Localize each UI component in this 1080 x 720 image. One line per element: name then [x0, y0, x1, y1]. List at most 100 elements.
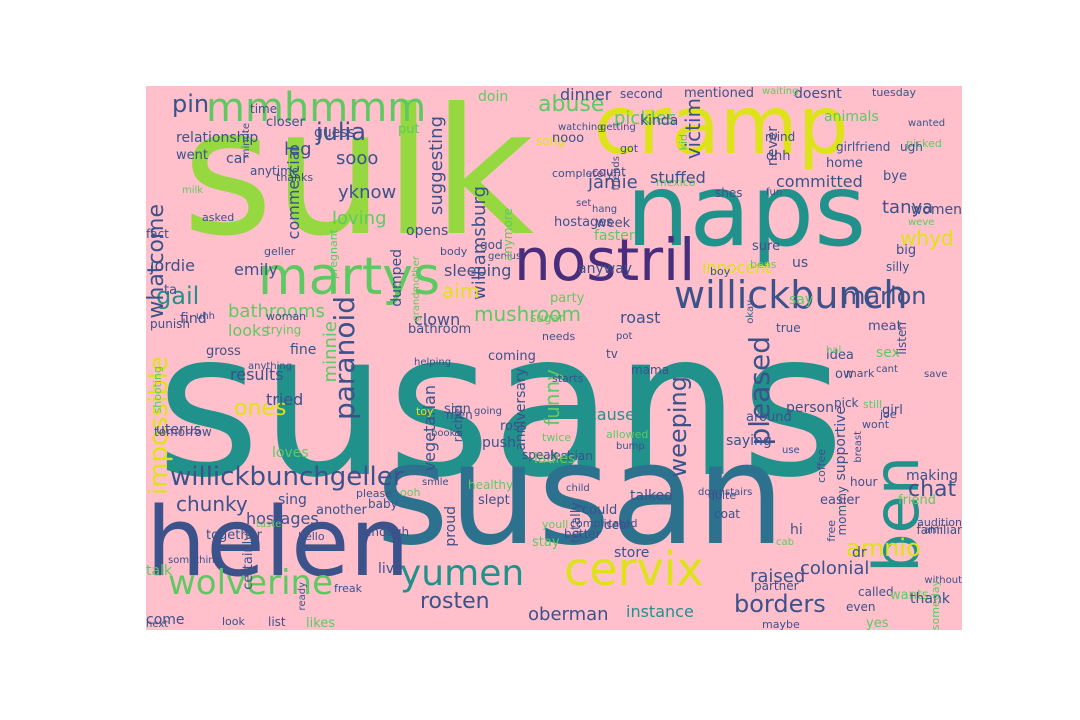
word-jamie: jamie [588, 172, 638, 193]
word-pleased: pleased [743, 336, 776, 446]
word-someday: someday [929, 579, 942, 630]
word-cloud: susans sulk susan helen naps cramp nostril mart… [146, 86, 962, 630]
word-making: making [906, 468, 958, 484]
word-weve: weve [908, 217, 935, 228]
word-come: come [146, 612, 185, 628]
word-ready: ready [297, 582, 308, 611]
word-downstairs: downstairs [698, 487, 753, 498]
word-idea: idea [826, 348, 854, 363]
word-guess: guess [314, 125, 355, 141]
word-dinner: dinner [560, 86, 612, 104]
word-watching: watching [558, 122, 604, 133]
word-woman: woman [266, 310, 307, 323]
word-ta: ta [164, 283, 178, 298]
word-find: find [180, 311, 207, 327]
word-party: party [550, 291, 585, 306]
word-thank: thank [910, 591, 950, 607]
word-susans: susans [156, 289, 845, 522]
word-cervix: cervix [564, 542, 704, 596]
word-maybe: maybe [762, 618, 800, 630]
word-geller: geller [264, 245, 296, 258]
word-cause: cause [588, 405, 635, 424]
word-friend: friend [898, 493, 937, 508]
word-punish: punish [150, 317, 191, 331]
word-mark: mark [846, 367, 875, 380]
word-healthy: healthy [468, 478, 514, 492]
word-please: please [356, 487, 393, 500]
word-went: went [176, 148, 208, 163]
word-jordie: jordie [150, 256, 195, 275]
word-person: person [786, 400, 834, 416]
word-hostages: hostages [246, 509, 319, 528]
word-loves: loves [272, 445, 309, 461]
word-whyd: whyd [900, 226, 954, 250]
word-oberman: oberman [528, 604, 609, 625]
word-set: set [576, 198, 592, 209]
word-bye: bye [883, 169, 907, 184]
word-bens: bens [750, 258, 777, 271]
word-week: week [596, 216, 631, 231]
word-girlfriend: girlfriend [836, 140, 891, 154]
word-stuffed: stuffed [650, 168, 706, 187]
word-car: car [226, 151, 249, 167]
word-sign: sign [444, 402, 471, 417]
word-never: never [765, 126, 781, 167]
word-saying: saying [726, 433, 772, 449]
word-dumped: dumped [389, 249, 405, 307]
word-joe: joe [880, 408, 897, 421]
word-hostages: hostages [554, 215, 614, 230]
word-pregnant: pregnant [327, 229, 340, 280]
word-completely: completely [552, 167, 613, 180]
word-gail: gail [156, 282, 200, 310]
word-called: called [858, 585, 894, 599]
word-tried: tried [266, 390, 304, 409]
word-say: say [789, 292, 814, 308]
word-sure: sure [752, 239, 781, 254]
word-mind: mind [765, 130, 796, 144]
word-doesnt: doesnt [794, 86, 842, 102]
word-thanks: thanks [276, 171, 314, 184]
word-pot: pot [616, 331, 633, 342]
word-bathrooms: bathrooms [228, 301, 325, 322]
word-list: list [268, 615, 286, 629]
word-helping: helping [414, 357, 452, 368]
word-around: around [746, 410, 792, 425]
word-faster: faster [594, 228, 635, 244]
word-going: going [474, 406, 502, 417]
word-hal: hal [826, 345, 842, 356]
word-coming: coming [488, 349, 536, 364]
word-susan: susan [376, 414, 786, 577]
word-got: got [620, 142, 639, 155]
word-sex: sex [876, 345, 900, 361]
word-men: men [446, 408, 473, 422]
word-waiting: waiting [762, 86, 799, 97]
word-sulk: sulk [182, 86, 535, 275]
word-talk: talk [146, 563, 173, 579]
word-animals: animals [824, 109, 879, 125]
word-toy: toy [416, 405, 434, 418]
word-weeping: weeping [664, 376, 692, 478]
word-wont: wont [862, 418, 890, 431]
word-shooting: shooting [151, 366, 164, 414]
word-anniversary: anniversary [513, 368, 529, 451]
word-save: save [924, 369, 948, 380]
word-girl: girl [882, 403, 903, 418]
word-loving: loving [332, 208, 387, 229]
word-proud: proud [443, 506, 459, 547]
word-anything: anything [248, 361, 293, 372]
word-pick: pick [834, 396, 859, 410]
word-kid: kid [677, 134, 690, 151]
word-breast: breast [853, 431, 864, 463]
word-picked: picked [906, 137, 942, 150]
word-us: us [792, 255, 809, 271]
word-martys: martys [258, 247, 441, 307]
word-marlon: marlon [842, 282, 927, 310]
word-talked: talked [630, 488, 674, 504]
word-helen: helen [146, 488, 410, 598]
word-could: could [582, 503, 618, 518]
word-song: song [536, 134, 565, 148]
word-sooo: sooo [336, 148, 379, 169]
word-big: big [896, 243, 917, 258]
word-pin: pin [172, 90, 210, 118]
word-meat: meat [868, 319, 902, 334]
